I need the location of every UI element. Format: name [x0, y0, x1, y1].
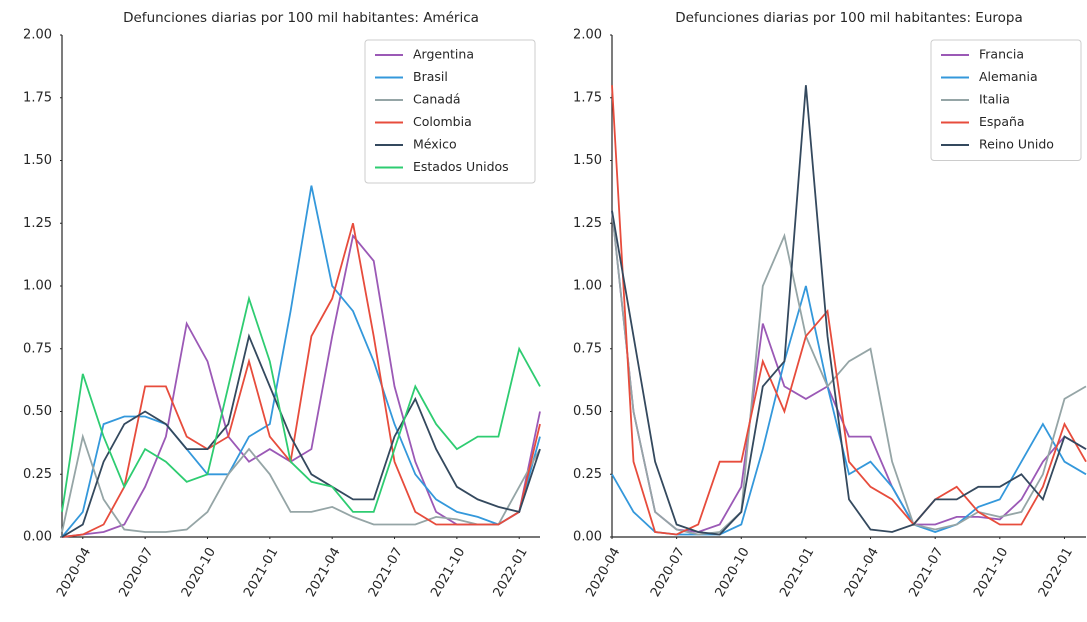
legend-label: Colombia: [413, 114, 472, 129]
y-tick-label: 1.50: [23, 153, 52, 168]
x-tick-label: 2022-01: [491, 545, 531, 600]
x-tick-label: 2020-04: [54, 545, 94, 600]
y-tick-label: 0.00: [23, 530, 52, 545]
x-tick-label: 2020-07: [116, 545, 156, 600]
legend-label: Francia: [979, 47, 1024, 62]
series-line: [611, 85, 1087, 536]
series-line: [611, 210, 1087, 536]
legend: Francia Alemania Italia España Reino Unido: [930, 39, 1082, 161]
legend-label: Reino Unido: [979, 137, 1054, 152]
y-tick-label: 0.50: [573, 404, 602, 419]
x-tick-label: 2020-10: [179, 545, 219, 600]
series-line: [61, 233, 541, 538]
legend-label: España: [979, 114, 1025, 129]
legend-box: [930, 39, 1082, 161]
series-line: [61, 433, 541, 533]
legend-label: Argentina: [413, 47, 474, 62]
series-line: [611, 285, 1087, 536]
x-tick-label: 2021-01: [777, 545, 817, 600]
series-line: [611, 210, 1087, 533]
legend-label: Canadá: [413, 92, 461, 107]
y-tick-label: 0.50: [23, 404, 52, 419]
y-tick-label: 1.25: [23, 216, 52, 231]
y-tick-label: 1.50: [573, 153, 602, 168]
chart-title: Defunciones diarias por 100 mil habitant…: [123, 10, 479, 26]
series-line: [61, 223, 541, 538]
y-tick-label: 2.00: [573, 28, 602, 43]
x-tick-label: 2021-07: [907, 545, 947, 600]
x-tick-label: 2021-10: [971, 545, 1011, 600]
y-tick-label: 0.25: [23, 467, 52, 482]
y-tick-label: 0.25: [573, 467, 602, 482]
legend-label: México: [413, 137, 457, 152]
x-tick-label: 2021-07: [366, 545, 406, 600]
series-line: [611, 85, 1087, 536]
y-tick-label: 0.75: [23, 341, 52, 356]
y-tick-label: 1.00: [573, 279, 602, 294]
legend-label: Alemania: [979, 69, 1038, 84]
x-tick-label: 2020-07: [648, 545, 688, 600]
legend: Argentina Brasil Canadá Colombia México Estad…: [364, 39, 536, 184]
x-tick-label: 2020-04: [583, 545, 623, 600]
x-tick-label: 2021-04: [304, 545, 344, 600]
series-line: [61, 295, 541, 513]
y-tick-label: 1.00: [23, 279, 52, 294]
x-tick-label: 2021-10: [428, 545, 468, 600]
x-tick-label: 2020-10: [713, 545, 753, 600]
legend-label: Estados Unidos: [413, 159, 509, 174]
x-tick-label: 2022-01: [1036, 545, 1076, 600]
legend-label: Brasil: [413, 69, 448, 84]
y-tick-label: 1.25: [573, 216, 602, 231]
chart-title: Defunciones diarias por 100 mil habitant…: [675, 10, 1023, 26]
y-tick-label: 2.00: [23, 28, 52, 43]
series-line: [61, 333, 541, 538]
x-tick-label: 2021-01: [241, 545, 281, 600]
y-tick-label: 1.75: [23, 90, 52, 105]
legend-box: [364, 39, 536, 184]
y-tick-label: 0.75: [573, 341, 602, 356]
series-line: [61, 185, 541, 538]
x-tick-label: 2021-04: [842, 545, 882, 600]
y-tick-label: 0.00: [573, 530, 602, 545]
y-tick-label: 1.75: [573, 90, 602, 105]
legend-label: Italia: [979, 92, 1010, 107]
